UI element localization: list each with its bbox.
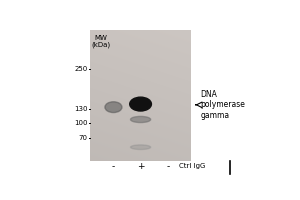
Text: 250: 250 [75, 66, 88, 72]
Text: -: - [166, 162, 169, 171]
Ellipse shape [130, 116, 151, 123]
Text: 130: 130 [74, 106, 88, 112]
Text: DNA
polymerase
gamma: DNA polymerase gamma [200, 90, 245, 120]
Ellipse shape [105, 102, 122, 113]
Text: MW
(kDa): MW (kDa) [92, 35, 111, 48]
Text: Ctrl IgG: Ctrl IgG [179, 163, 206, 169]
Ellipse shape [130, 97, 152, 111]
Text: 70: 70 [79, 135, 88, 141]
Text: +: + [137, 162, 144, 171]
Text: 100: 100 [74, 120, 88, 126]
Text: -: - [112, 162, 115, 171]
Ellipse shape [130, 145, 151, 150]
